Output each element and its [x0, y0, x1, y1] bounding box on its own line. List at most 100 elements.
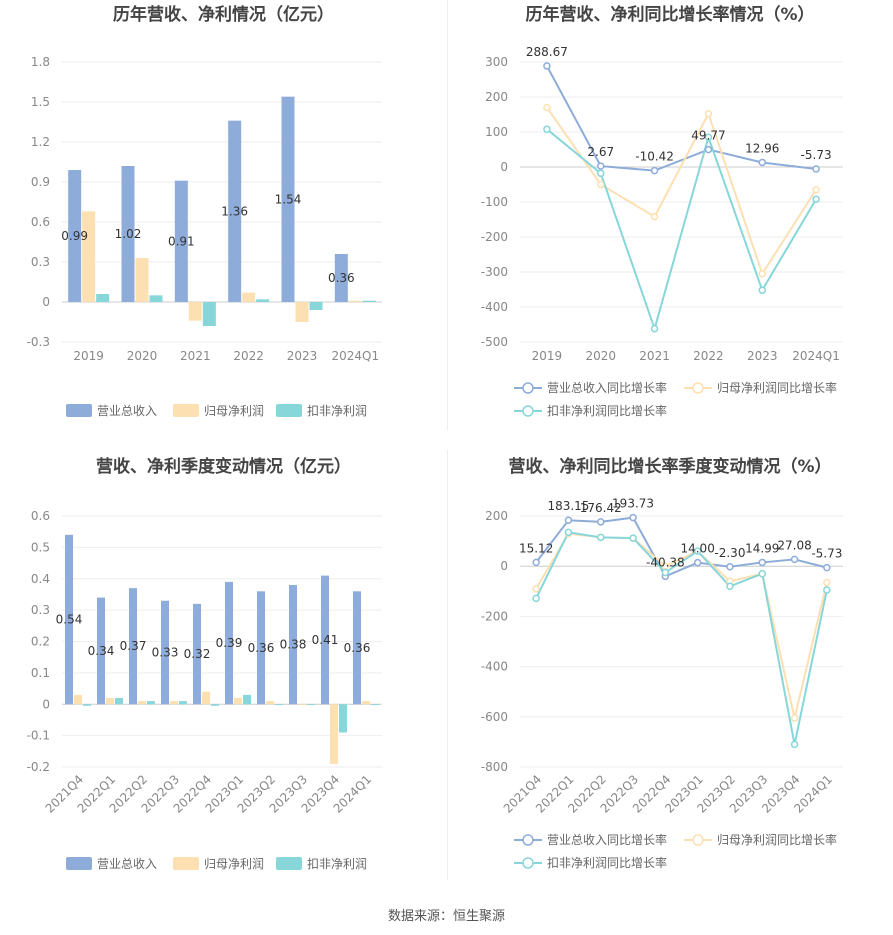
legend-label: 归母净利润: [204, 857, 264, 871]
y-tick-label: -600: [481, 710, 508, 724]
legend-swatch: [66, 857, 92, 870]
data-point-0-3: [629, 513, 637, 522]
y-tick-label: 0.4: [31, 572, 50, 586]
bar-1-9: [362, 701, 370, 705]
legend-label: 营业总收入: [97, 404, 157, 418]
bar-0-4: [193, 603, 201, 705]
chart-annual-revenue-profit: 历年营收、净利情况（亿元） 1.8 1.5 1.2 0.9 0.6 0.3 0 -0.3 2019…: [0, 0, 447, 430]
data-point-0-7: [758, 558, 766, 567]
data-point-2-0: [543, 125, 551, 133]
data-label: 0.32: [184, 647, 211, 661]
y-tick-label: -200: [481, 609, 508, 623]
bar-2-2: [202, 302, 216, 326]
data-label: 288.67: [526, 45, 568, 59]
legend-label: 扣非净利润: [307, 404, 367, 418]
data-label: 2.67: [587, 145, 614, 159]
chart-title: 历年营收、净利情况（亿元）: [113, 4, 334, 25]
data-point-1-4: [758, 270, 766, 278]
bar-1-3: [170, 701, 178, 705]
data-point-0-8: [790, 555, 799, 564]
bar-2-5: [243, 694, 251, 705]
bar-1-4: [295, 302, 309, 322]
chart-quarterly-growth: 营收、净利同比增长率季度变动情况（%） 200 0 -200 -400 -600 -800 2…: [447, 450, 893, 890]
y-tick-label: 0.2: [31, 635, 50, 649]
x-tick-label: 2021: [180, 349, 211, 363]
data-point-2-5: [693, 547, 702, 555]
data-source-note: 数据来源：恒生聚源: [387, 909, 505, 924]
data-label: -40.38: [646, 555, 685, 569]
data-point-0-4: [758, 158, 766, 167]
x-tick-label: 2022: [693, 349, 724, 363]
y-tick-label: 0.9: [31, 175, 50, 189]
bar-0-5: [334, 254, 348, 302]
y-tick-label: -0.2: [27, 760, 50, 774]
bar-1-0: [82, 211, 96, 302]
series-line-0: [546, 65, 817, 172]
data-label: 1.36: [221, 204, 248, 218]
bar-1-5: [234, 697, 242, 705]
chart-title: 营收、净利同比增长率季度变动情况（%）: [508, 456, 831, 477]
bar-0-8: [321, 575, 329, 705]
legend-label: 营业总收入同比增长率: [547, 380, 667, 395]
chart-annual-growth: 历年营收、净利同比增长率情况（%） 300 200 100 0 -100 -200 -300 -…: [447, 0, 893, 430]
bar-1-2: [138, 701, 146, 705]
bar-0-0: [68, 170, 82, 302]
bar-1-8: [330, 704, 338, 764]
bar-0-2: [174, 180, 188, 302]
data-point-2-9: [823, 586, 831, 594]
data-point-2-4: [661, 568, 670, 577]
y-tick-label: -100: [481, 195, 508, 209]
data-label: 0.54: [56, 613, 83, 627]
divider-top: [447, 0, 448, 430]
data-point-0-2: [650, 166, 659, 175]
series-line-1: [546, 106, 817, 277]
legend-marker: [522, 834, 534, 846]
data-label: 0.39: [216, 636, 243, 650]
data-point-0-2: [597, 518, 605, 526]
bar-0-6: [257, 591, 265, 705]
chart-quarterly-revenue-profit: 营收、净利季度变动情况（亿元） 0.6 0.5 0.4 0.3 0.2 0.1 0 -0.1 -0…: [0, 450, 447, 890]
data-point-0-3: [704, 145, 713, 154]
bar-2-0: [96, 294, 110, 302]
data-point-1-8: [790, 714, 799, 722]
bar-1-3: [242, 292, 256, 302]
x-tick-label: 2024Q1: [332, 349, 380, 363]
y-tick-label: -400: [481, 660, 508, 674]
bar-0-0: [65, 534, 73, 705]
data-label: 0.36: [248, 641, 275, 655]
data-label: 0.33: [152, 645, 179, 659]
y-tick-label: -500: [481, 335, 508, 349]
y-tick-label: 0: [500, 559, 508, 573]
data-label: -5.73: [811, 547, 842, 561]
data-label: 1.54: [275, 192, 302, 206]
y-tick-label: 1.2: [31, 135, 50, 149]
legend-label: 归母净利润同比增长率: [717, 832, 837, 847]
data-label: 0.36: [344, 641, 371, 655]
bar-1-1: [135, 258, 149, 302]
data-point-2-4: [758, 286, 766, 294]
data-point-2-3: [629, 534, 637, 542]
y-tick-label: 0.6: [31, 215, 50, 229]
legend-swatch: [173, 857, 199, 870]
chart-svg-annual-bar: 历年营收、净利情况（亿元） 1.8 1.5 1.2 0.9 0.6 0.3 0 -0.3 2019…: [27, 4, 382, 418]
legend-marker: [692, 382, 704, 394]
series-line-2: [546, 128, 817, 333]
bar-0-1: [121, 166, 135, 302]
data-label: 0.99: [61, 229, 88, 243]
data-label: 27.08: [777, 538, 811, 552]
data-label: 0.41: [312, 633, 339, 647]
legend-label: 归母净利润同比增长率: [717, 380, 837, 395]
bar-2-2: [147, 701, 155, 705]
y-tick-label: -800: [481, 760, 508, 774]
legend-label: 扣非净利润同比增长率: [547, 403, 667, 418]
data-label: -10.42: [635, 150, 674, 164]
bar-2-4: [211, 704, 219, 706]
bar-1-2: [188, 302, 202, 321]
legend-label: 归母净利润: [204, 404, 264, 418]
x-tick-label: 2023: [287, 349, 318, 363]
series-line-0: [535, 516, 828, 578]
data-label: 0.91: [168, 234, 195, 248]
x-tick-label: 2024Q1: [792, 349, 840, 363]
data-point-2-6: [726, 582, 734, 591]
series-line-2: [535, 531, 828, 745]
